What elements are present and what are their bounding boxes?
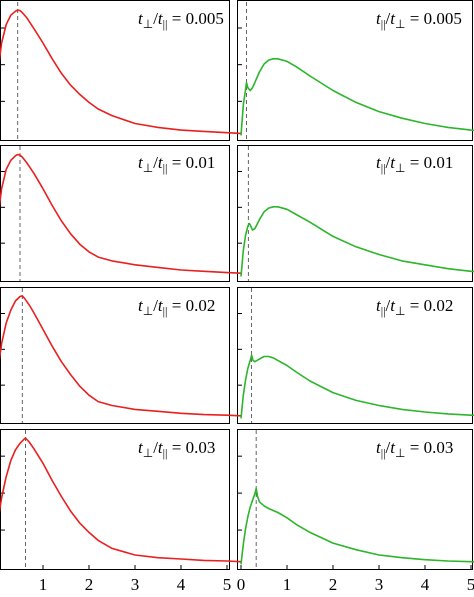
panel-right-3: t||/t⊥ = 0.02 (237, 287, 473, 424)
panel-left-1: t⊥/t|| = 0.005 (0, 0, 230, 141)
series-line (0, 437, 241, 563)
panel-label: t||/t⊥ = 0.005 (376, 9, 462, 31)
x-tick-label: 5 (223, 575, 232, 594)
panel-label: t||/t⊥ = 0.01 (376, 153, 453, 175)
series-line (0, 9, 241, 135)
series-line (240, 58, 474, 136)
panel-label: t||/t⊥ = 0.03 (376, 438, 453, 460)
x-tick-label: 2 (329, 575, 338, 594)
x-axis-left: 1 2 3 4 5 (39, 575, 232, 594)
series-line (240, 354, 474, 419)
panel-frame (0, 145, 230, 282)
panel-right-1: t||/t⊥ = 0.005 (237, 0, 473, 141)
y-axis-ticks (1, 313, 5, 386)
x-axis-right: 0 1 2 3 4 5 (237, 575, 474, 594)
x-tick-label: 4 (177, 575, 186, 594)
x-tick-label: 1 (39, 575, 48, 594)
series-line (0, 295, 241, 417)
panel-left-3: t⊥/t|| = 0.02 (0, 287, 230, 424)
y-axis-ticks (1, 27, 5, 102)
x-tick-label: 5 (467, 575, 474, 594)
panel-label: t⊥/t|| = 0.01 (138, 153, 215, 175)
series-line (0, 153, 241, 274)
panel-label: t⊥/t|| = 0.03 (138, 438, 215, 460)
series-line (240, 487, 474, 565)
x-tick-label: 3 (375, 575, 384, 594)
x-tick-label: 4 (421, 575, 430, 594)
x-tick-label: 2 (85, 575, 94, 594)
panel-frame (237, 287, 473, 424)
panel-frame (0, 429, 230, 570)
chart-marks (0, 2, 474, 569)
panel-left-2: t⊥/t|| = 0.01 (0, 145, 230, 282)
panel-frame (237, 429, 473, 570)
y-axis-ticks (238, 171, 242, 244)
panel-label: t⊥/t|| = 0.02 (138, 296, 215, 318)
panel-frame (237, 145, 473, 282)
x-tick-label: 3 (131, 575, 140, 594)
panel-left-4: t⊥/t|| = 0.03 (0, 429, 230, 570)
panel-right-4: t||/t⊥ = 0.03 (237, 429, 473, 570)
series-line (240, 206, 474, 277)
x-tick-label: 1 (283, 575, 292, 594)
panel-label: t||/t⊥ = 0.02 (376, 296, 453, 318)
panel-label: t⊥/t|| = 0.005 (138, 9, 224, 31)
panel-frame (237, 0, 473, 141)
y-axis-ticks (238, 313, 242, 386)
y-axis-ticks (1, 171, 5, 244)
y-axis-ticks (238, 27, 242, 102)
panel-right-2: t||/t⊥ = 0.01 (237, 145, 473, 282)
panel-frame (0, 0, 230, 141)
x-tick-label: 0 (237, 575, 246, 594)
y-axis-ticks (238, 455, 242, 531)
